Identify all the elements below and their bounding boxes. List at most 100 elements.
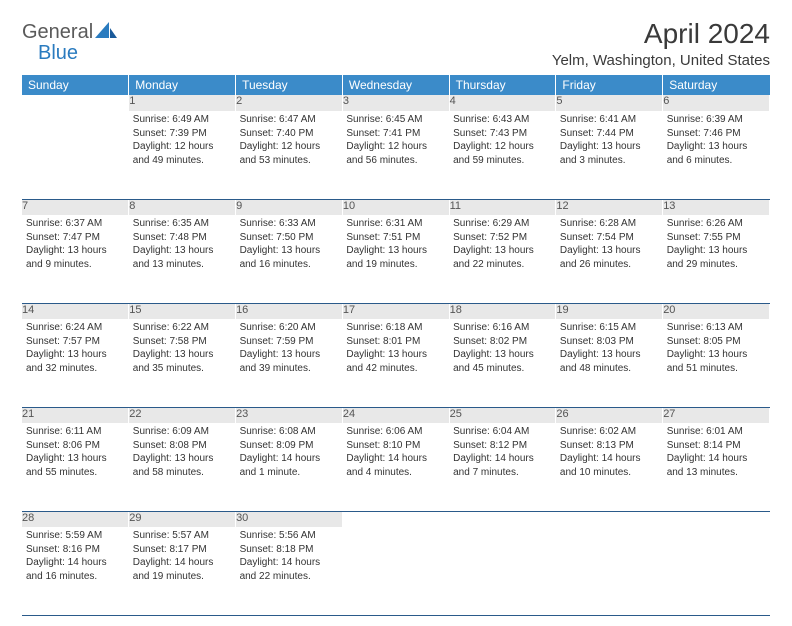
day-number: 12: [556, 199, 663, 215]
day-number: 1: [129, 95, 236, 111]
weekday-header: Wednesday: [342, 75, 449, 95]
sunrise-line: Sunrise: 5:56 AM: [240, 529, 339, 543]
day-details: Sunrise: 5:59 AMSunset: 8:16 PMDaylight:…: [22, 527, 129, 587]
day-cell: Sunrise: 6:01 AMSunset: 8:14 PMDaylight:…: [663, 423, 770, 511]
sunrise-line: Sunrise: 6:24 AM: [26, 321, 125, 335]
sunset-line: Sunset: 7:57 PM: [26, 335, 125, 349]
week-row: Sunrise: 6:11 AMSunset: 8:06 PMDaylight:…: [22, 423, 770, 511]
daylight-line: Daylight: 13 hours and 32 minutes.: [26, 348, 125, 375]
day-number: [663, 511, 770, 527]
daylight-line: Daylight: 13 hours and 55 minutes.: [26, 452, 125, 479]
calendar-body: 123456Sunrise: 6:49 AMSunset: 7:39 PMDay…: [22, 95, 770, 615]
day-details: Sunrise: 6:41 AMSunset: 7:44 PMDaylight:…: [556, 111, 663, 171]
day-cell: Sunrise: 6:47 AMSunset: 7:40 PMDaylight:…: [236, 111, 343, 199]
daynum-row: 123456: [22, 95, 770, 111]
sunrise-line: Sunrise: 6:08 AM: [240, 425, 339, 439]
weekday-header: Friday: [556, 75, 663, 95]
sunrise-line: Sunrise: 6:02 AM: [560, 425, 659, 439]
day-number: 26: [556, 407, 663, 423]
weekday-header: Tuesday: [236, 75, 343, 95]
day-cell: Sunrise: 6:13 AMSunset: 8:05 PMDaylight:…: [663, 319, 770, 407]
day-details: Sunrise: 6:22 AMSunset: 7:58 PMDaylight:…: [129, 319, 236, 379]
daylight-line: Daylight: 14 hours and 10 minutes.: [560, 452, 659, 479]
day-details: Sunrise: 6:47 AMSunset: 7:40 PMDaylight:…: [236, 111, 343, 171]
day-number: 17: [342, 303, 449, 319]
day-details: Sunrise: 6:31 AMSunset: 7:51 PMDaylight:…: [342, 215, 449, 275]
sunrise-line: Sunrise: 6:47 AM: [240, 113, 339, 127]
day-details: Sunrise: 6:18 AMSunset: 8:01 PMDaylight:…: [342, 319, 449, 379]
daynum-row: 78910111213: [22, 199, 770, 215]
day-details: Sunrise: 5:56 AMSunset: 8:18 PMDaylight:…: [236, 527, 343, 587]
brand-top: General: [22, 21, 93, 43]
sunset-line: Sunset: 7:47 PM: [26, 231, 125, 245]
daylight-line: Daylight: 13 hours and 35 minutes.: [133, 348, 232, 375]
calendar-page: General Blue April 2024 Yelm, Washington…: [0, 0, 792, 626]
sunset-line: Sunset: 8:09 PM: [240, 439, 339, 453]
daylight-line: Daylight: 12 hours and 49 minutes.: [133, 140, 232, 167]
week-row: Sunrise: 5:59 AMSunset: 8:16 PMDaylight:…: [22, 527, 770, 615]
sunrise-line: Sunrise: 6:15 AM: [560, 321, 659, 335]
day-number: 7: [22, 199, 129, 215]
day-cell: [556, 527, 663, 615]
daylight-line: Daylight: 14 hours and 4 minutes.: [346, 452, 445, 479]
day-number: [556, 511, 663, 527]
day-cell: Sunrise: 6:20 AMSunset: 7:59 PMDaylight:…: [236, 319, 343, 407]
daylight-line: Daylight: 13 hours and 48 minutes.: [560, 348, 659, 375]
day-details: Sunrise: 6:26 AMSunset: 7:55 PMDaylight:…: [663, 215, 770, 275]
day-cell: Sunrise: 6:49 AMSunset: 7:39 PMDaylight:…: [129, 111, 236, 199]
day-number: 5: [556, 95, 663, 111]
daylight-line: Daylight: 13 hours and 9 minutes.: [26, 244, 125, 271]
weekday-header-row: SundayMondayTuesdayWednesdayThursdayFrid…: [22, 75, 770, 95]
daylight-line: Daylight: 13 hours and 42 minutes.: [346, 348, 445, 375]
day-details: Sunrise: 6:45 AMSunset: 7:41 PMDaylight:…: [342, 111, 449, 171]
sunrise-line: Sunrise: 6:13 AM: [667, 321, 766, 335]
day-number: 27: [663, 407, 770, 423]
sunset-line: Sunset: 8:08 PM: [133, 439, 232, 453]
sunset-line: Sunset: 8:02 PM: [453, 335, 552, 349]
sunrise-line: Sunrise: 6:43 AM: [453, 113, 552, 127]
daylight-line: Daylight: 13 hours and 13 minutes.: [133, 244, 232, 271]
sunrise-line: Sunrise: 6:31 AM: [346, 217, 445, 231]
daynum-row: 14151617181920: [22, 303, 770, 319]
daynum-row: 21222324252627: [22, 407, 770, 423]
day-number: 2: [236, 95, 343, 111]
sunrise-line: Sunrise: 6:18 AM: [346, 321, 445, 335]
day-cell: [342, 527, 449, 615]
sunrise-line: Sunrise: 5:57 AM: [133, 529, 232, 543]
day-number: 3: [342, 95, 449, 111]
sunset-line: Sunset: 7:48 PM: [133, 231, 232, 245]
sunset-line: Sunset: 7:51 PM: [346, 231, 445, 245]
sunset-line: Sunset: 7:46 PM: [667, 127, 766, 141]
day-number: 24: [342, 407, 449, 423]
day-details: Sunrise: 6:20 AMSunset: 7:59 PMDaylight:…: [236, 319, 343, 379]
day-number: 11: [449, 199, 556, 215]
sunrise-line: Sunrise: 6:41 AM: [560, 113, 659, 127]
day-cell: [449, 527, 556, 615]
day-number: 13: [663, 199, 770, 215]
sunset-line: Sunset: 8:06 PM: [26, 439, 125, 453]
sunrise-line: Sunrise: 6:37 AM: [26, 217, 125, 231]
day-cell: Sunrise: 6:11 AMSunset: 8:06 PMDaylight:…: [22, 423, 129, 511]
day-number: 16: [236, 303, 343, 319]
sunrise-line: Sunrise: 6:33 AM: [240, 217, 339, 231]
day-details: Sunrise: 5:57 AMSunset: 8:17 PMDaylight:…: [129, 527, 236, 587]
daylight-line: Daylight: 13 hours and 58 minutes.: [133, 452, 232, 479]
day-details: Sunrise: 6:39 AMSunset: 7:46 PMDaylight:…: [663, 111, 770, 171]
daylight-line: Daylight: 13 hours and 19 minutes.: [346, 244, 445, 271]
day-cell: Sunrise: 6:31 AMSunset: 7:51 PMDaylight:…: [342, 215, 449, 303]
day-number: 8: [129, 199, 236, 215]
daylight-line: Daylight: 12 hours and 53 minutes.: [240, 140, 339, 167]
day-cell: Sunrise: 6:09 AMSunset: 8:08 PMDaylight:…: [129, 423, 236, 511]
day-number: 14: [22, 303, 129, 319]
day-cell: Sunrise: 6:41 AMSunset: 7:44 PMDaylight:…: [556, 111, 663, 199]
logo-sail-icon: [95, 22, 117, 43]
sunrise-line: Sunrise: 6:29 AM: [453, 217, 552, 231]
sunrise-line: Sunrise: 6:28 AM: [560, 217, 659, 231]
day-number: 30: [236, 511, 343, 527]
calendar-grid: SundayMondayTuesdayWednesdayThursdayFrid…: [22, 75, 770, 616]
sunset-line: Sunset: 8:17 PM: [133, 543, 232, 557]
day-number: 29: [129, 511, 236, 527]
day-cell: Sunrise: 6:29 AMSunset: 7:52 PMDaylight:…: [449, 215, 556, 303]
day-number: 25: [449, 407, 556, 423]
day-cell: Sunrise: 6:16 AMSunset: 8:02 PMDaylight:…: [449, 319, 556, 407]
